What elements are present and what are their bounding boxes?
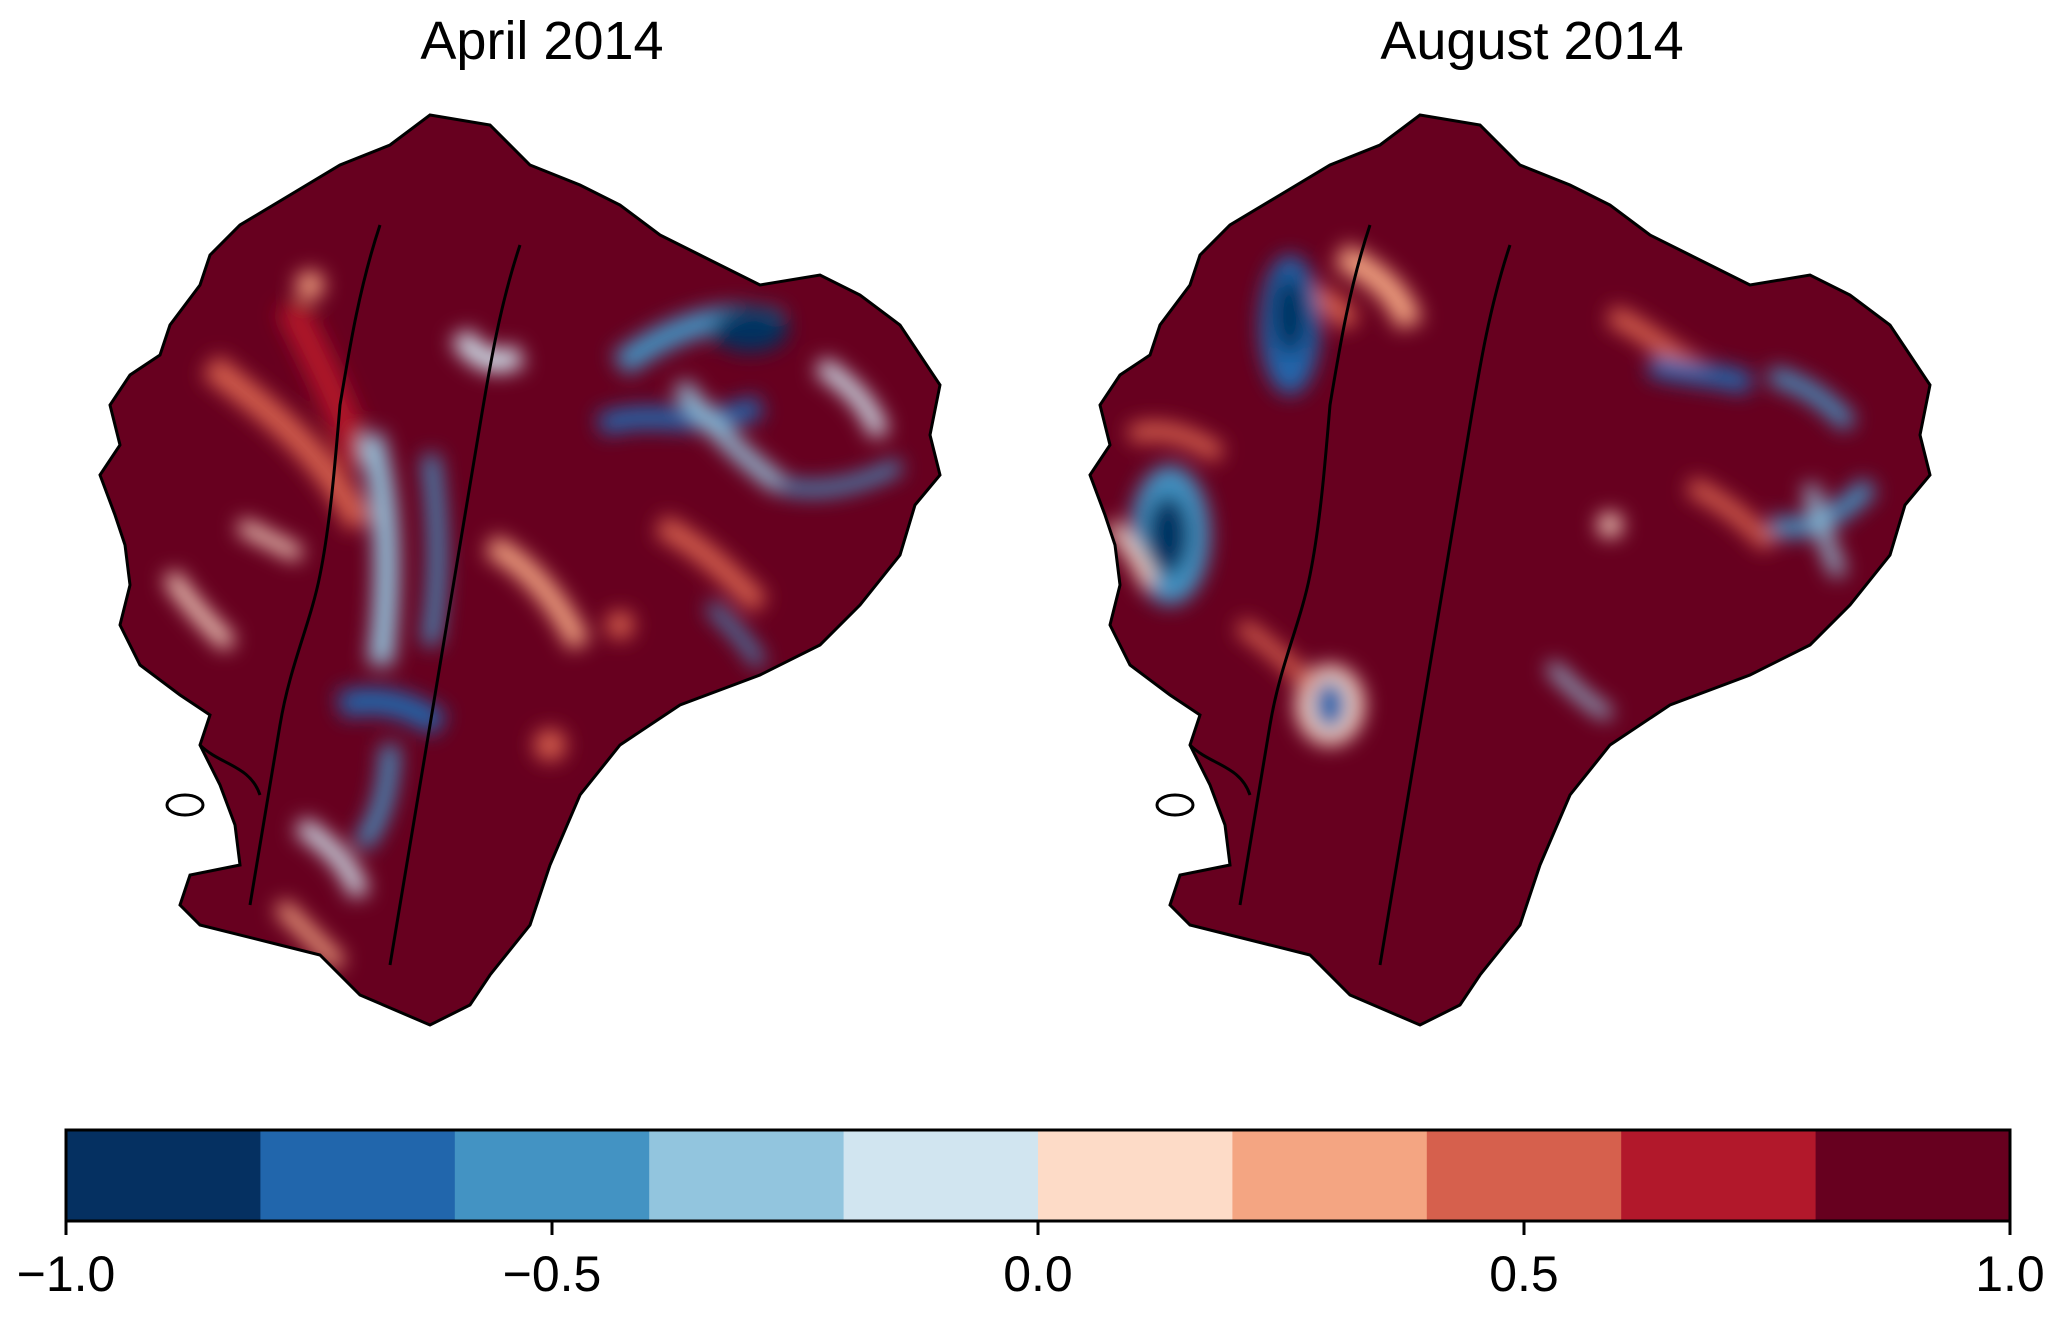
colorbar-tick-label-2: 0.0 xyxy=(1003,1246,1073,1302)
island-puna xyxy=(165,793,205,817)
map-april-2014 xyxy=(98,113,942,1027)
colorbar-bin-4 xyxy=(843,1130,1039,1221)
colorbar-bin-5 xyxy=(1038,1130,1233,1221)
colorbar-bin-8 xyxy=(1621,1130,1817,1221)
colorbar-tick-label-0: −1.0 xyxy=(17,1246,116,1302)
colorbar-legend: −1.0 −0.5 0.0 0.5 1.0 xyxy=(17,1128,2045,1302)
colorbar-bin-2 xyxy=(454,1130,650,1221)
gulf-shoreline xyxy=(198,743,262,796)
colorbar-bin-7 xyxy=(1426,1130,1622,1221)
andes-contour-west xyxy=(1238,224,1372,906)
field-dominant xyxy=(100,115,940,1025)
island-puna xyxy=(1155,793,1195,817)
andes-contour-east xyxy=(388,244,522,966)
colorbar-tick-label-1: −0.5 xyxy=(503,1246,602,1302)
country-border xyxy=(1088,113,1932,1027)
gulf-shoreline xyxy=(1188,743,1252,796)
colorbar-bins xyxy=(66,1130,2011,1221)
colorbar-ticks: −1.0 −0.5 0.0 0.5 1.0 xyxy=(17,1221,2045,1302)
field-anomalies xyxy=(1104,243,1878,745)
colorbar-bin-3 xyxy=(649,1130,845,1221)
country-border xyxy=(98,113,942,1027)
panel-title-august: August 2014 xyxy=(1380,11,1684,71)
panel-title-april: April 2014 xyxy=(420,11,664,71)
colorbar-tick-label-3: 0.5 xyxy=(1489,1246,1559,1302)
colorbar-tick-label-4: 1.0 xyxy=(1975,1246,2045,1302)
map-august-2014 xyxy=(1088,113,1932,1027)
andes-contour-east xyxy=(1378,244,1512,966)
colorbar-bin-6 xyxy=(1232,1130,1428,1221)
colorbar-bin-0 xyxy=(66,1130,261,1221)
andes-contour-west xyxy=(248,224,382,906)
colorbar-bin-1 xyxy=(260,1130,456,1221)
colorbar-bin-9 xyxy=(1815,1130,2011,1221)
field-dominant xyxy=(1090,115,1930,1025)
